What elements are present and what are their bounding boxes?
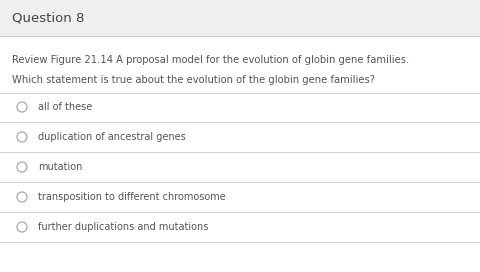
Text: all of these: all of these: [38, 102, 92, 112]
Text: further duplications and mutations: further duplications and mutations: [38, 222, 208, 232]
Text: mutation: mutation: [38, 162, 83, 172]
Text: Which statement is true about the evolution of the globin gene families?: Which statement is true about the evolut…: [12, 75, 375, 85]
Text: transposition to different chromosome: transposition to different chromosome: [38, 192, 226, 202]
Bar: [0, 0, 480, 36]
Text: duplication of ancestral genes: duplication of ancestral genes: [38, 132, 186, 142]
Text: Review Figure 21.14 A proposal model for the evolution of globin gene families.: Review Figure 21.14 A proposal model for…: [12, 55, 409, 65]
Text: Question 8: Question 8: [12, 11, 84, 24]
